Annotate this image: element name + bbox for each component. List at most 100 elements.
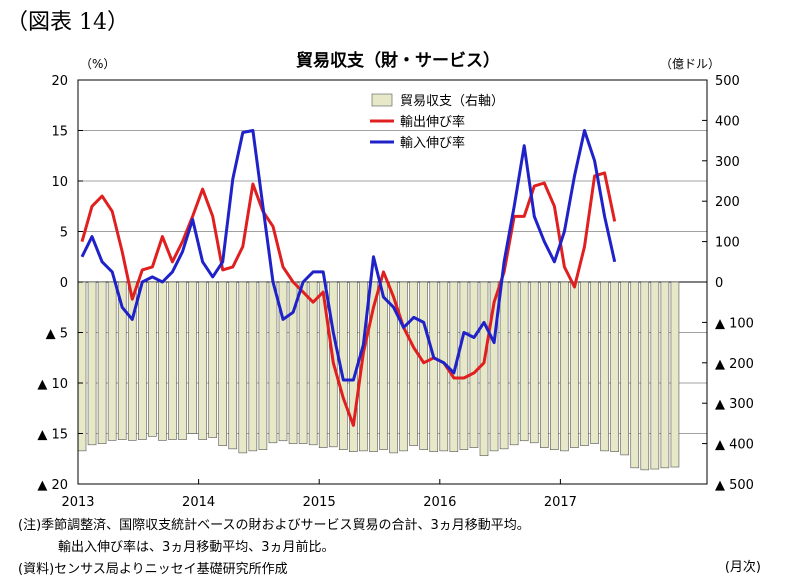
right-axis-unit: （億ドル） — [660, 57, 720, 71]
trade-balance-bar — [77, 281, 87, 452]
left-tick-label: 10 — [51, 175, 68, 190]
legend-label: 貿易収支（右軸） — [400, 94, 504, 109]
trade-balance-bar — [539, 281, 549, 448]
trade-balance-bar — [419, 281, 429, 450]
right-tick-label: 200 — [715, 195, 740, 210]
x-tick-label: 2016 — [423, 495, 456, 510]
trade-balance-bar — [117, 281, 127, 440]
trade-balance-bar — [298, 281, 308, 444]
trade-balance-bar — [238, 281, 248, 454]
note-line-1: (注)季節調整済、国際収支統計ベースの財およびサービス貿易の合計、3ヵ月移動平均… — [18, 518, 530, 533]
trade-balance-bar — [640, 281, 650, 471]
left-tick-label: ▲ 20 — [37, 478, 68, 493]
trade-balance-bar — [208, 281, 217, 438]
export-growth-line — [80, 171, 617, 427]
left-tick-label: 0 — [60, 276, 68, 291]
trade-balance-bar — [359, 281, 368, 452]
trade-balance-bar — [248, 281, 258, 452]
x-tick-label: 2013 — [61, 495, 94, 510]
trade-balance-bar — [188, 281, 197, 434]
trade-balance-bar — [670, 281, 680, 468]
right-tick-label: ▲ 400 — [715, 438, 754, 453]
bar-series — [77, 281, 680, 471]
right-axis-ticks: 500 400 300 200 100 0 ▲ 100 ▲ 200 ▲ 300 ▲ 400 ▲ 50… — [702, 74, 754, 493]
trade-balance-bar — [409, 281, 418, 446]
trade-balance-bar — [590, 281, 599, 444]
trade-balance-bar — [127, 281, 137, 441]
left-tick-label: ▲ 15 — [37, 428, 68, 443]
trade-balance-bar — [228, 281, 238, 450]
trade-balance-bar — [278, 281, 288, 442]
left-tick-label: ▲ 5 — [46, 327, 68, 342]
left-tick-label: 15 — [51, 125, 68, 140]
right-tick-label: ▲ 200 — [715, 357, 754, 372]
trade-balance-bar — [168, 281, 177, 440]
left-tick-label: 5 — [60, 226, 68, 241]
trade-balance-bar — [399, 281, 408, 452]
left-tick-label: ▲ 10 — [37, 377, 68, 392]
trade-balance-bar — [138, 281, 147, 440]
left-axis-unit: （%） — [80, 57, 115, 71]
trade-balance-bar — [87, 281, 97, 446]
legend-label: 輸入伸び率 — [400, 135, 465, 151]
x-axis-unit: (月次) — [724, 560, 761, 575]
x-tick-label: 2015 — [303, 495, 336, 510]
right-tick-label: ▲ 300 — [715, 397, 754, 412]
trade-balance-bar — [97, 281, 107, 444]
trade-balance-bar — [550, 281, 559, 450]
trade-balance-bar — [519, 281, 529, 442]
trade-balance-bar — [148, 281, 157, 437]
trade-balance-bar — [218, 281, 227, 446]
trade-balance-bar — [318, 281, 328, 448]
trade-balance-bar — [660, 281, 670, 469]
x-tick-label: 2017 — [544, 495, 577, 510]
trade-balance-bar — [389, 281, 398, 454]
trade-balance-bar — [308, 281, 318, 446]
trade-balance-bar — [369, 281, 378, 452]
x-tick-label: 2014 — [182, 495, 215, 510]
trade-balance-bar — [610, 281, 619, 452]
right-tick-label: 0 — [715, 276, 723, 291]
trade-balance-bar — [469, 281, 479, 448]
trade-balance-bar — [650, 281, 660, 470]
trade-balance-bar — [429, 281, 439, 452]
trade-balance-bar — [459, 281, 469, 450]
line-series — [80, 129, 617, 427]
trade-balance-bar — [198, 281, 207, 440]
trade-balance-bar — [499, 281, 509, 450]
trade-balance-bar — [570, 281, 579, 448]
trade-balance-bar — [379, 281, 388, 450]
note-line-2: 輸出入伸び率は、3ヵ月移動平均、3ヵ月前比。 — [58, 540, 335, 555]
trade-balance-bar — [630, 281, 640, 469]
trade-balance-bar — [580, 281, 589, 446]
chart-title: 貿易収支（財・サービス） — [296, 50, 500, 71]
trade-balance-bar — [509, 281, 519, 446]
left-tick-label: 20 — [51, 74, 68, 89]
trade-balance-bar — [158, 281, 167, 441]
right-tick-label: 300 — [715, 155, 740, 170]
trade-balance-bar — [600, 281, 609, 452]
left-axis-ticks: 20 15 10 5 0 ▲ 5 ▲ 10 ▲ 15 ▲ 20 — [37, 74, 83, 493]
legend-swatch-bar — [371, 93, 393, 107]
figure-number: （図表 14） — [6, 10, 129, 35]
x-axis-ticks: 2013 2014 2015 2016 2017 — [61, 479, 577, 510]
trade-balance-bar — [107, 281, 117, 441]
trade-balance-bar — [560, 281, 569, 452]
trade-balance-bar — [258, 281, 268, 450]
trade-balance-bar — [479, 281, 489, 457]
trade-balance-bar — [268, 281, 278, 444]
right-tick-label: 500 — [715, 74, 740, 89]
trade-balance-bar — [489, 281, 499, 452]
import-growth-line — [80, 129, 617, 382]
trade-balance-bar — [529, 281, 539, 444]
trade-balance-bar — [178, 281, 187, 440]
right-tick-label: 100 — [715, 236, 740, 251]
legend-label: 輸出伸び率 — [400, 114, 465, 130]
source-note: (資料)センサス局よりニッセイ基礎研究所作成 — [18, 562, 288, 577]
right-tick-label: ▲ 500 — [715, 478, 754, 493]
right-tick-label: 400 — [715, 114, 740, 129]
trade-balance-bar — [620, 281, 630, 456]
right-tick-label: ▲ 100 — [715, 316, 754, 331]
